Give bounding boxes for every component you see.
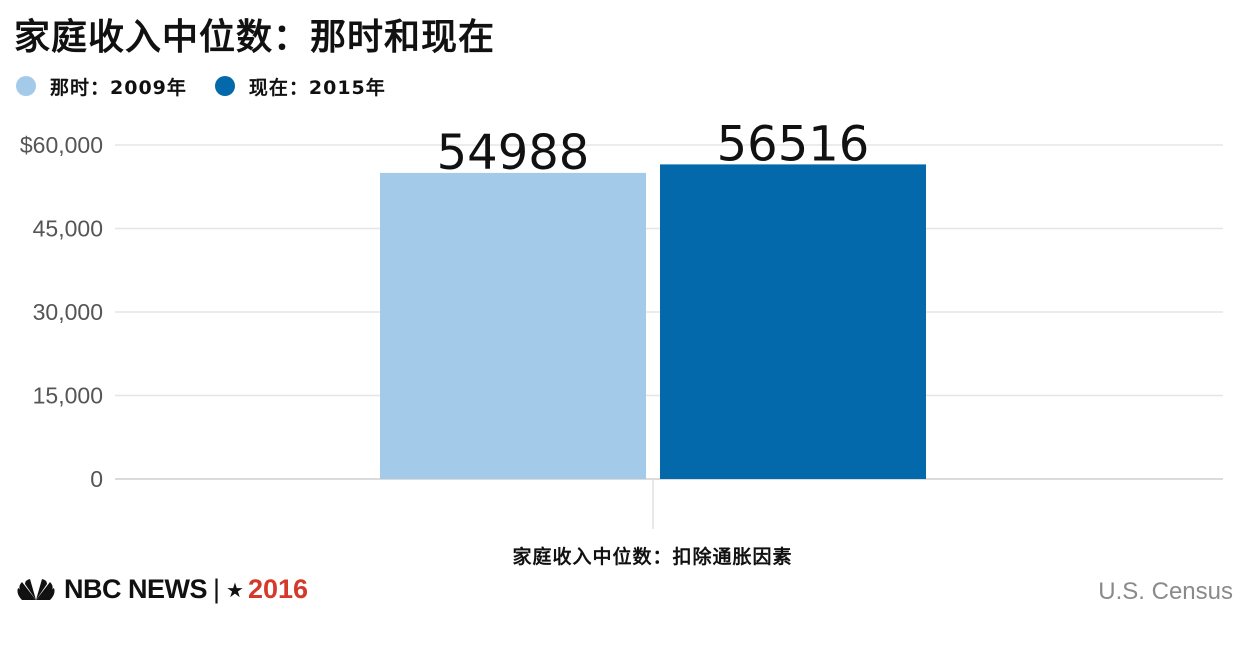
legend-label-then: 那时：2009年 [50,76,187,99]
legend-label-now: 现在：2015年 [248,76,386,99]
bar [660,164,926,479]
brand-name: NBC NEWS [64,574,208,604]
legend: 那时：2009年 现在：2015年 [16,72,414,100]
brand-separator: | [213,574,221,604]
bar [380,172,646,479]
y-tick-label: 30,000 [33,299,103,325]
legend-swatch-then [16,76,36,96]
legend-item-now: 现在：2015年 [214,73,386,100]
brand-year: 2016 [247,574,309,604]
source-credit: U.S. Census [1098,578,1233,605]
x-axis-label: 家庭收入中位数：扣除通胀因素 [512,546,793,568]
data-label: 54988 [437,125,590,181]
star-icon: ★ [226,577,244,602]
data-label: 56516 [717,116,870,172]
nbc-peacock-icon [17,578,55,600]
legend-item-then: 那时：2009年 [16,73,187,100]
chart-title: 家庭收入中位数：那时和现在 [14,17,496,58]
y-tick-label: 0 [90,466,103,492]
nbc-news-logo: NBC NEWS | ★ 2016 [16,574,308,605]
legend-swatch-now [214,76,235,96]
y-tick-label: $60,000 [20,132,103,158]
y-tick-label: 45,000 [33,216,103,242]
y-tick-label: 15,000 [33,383,103,409]
